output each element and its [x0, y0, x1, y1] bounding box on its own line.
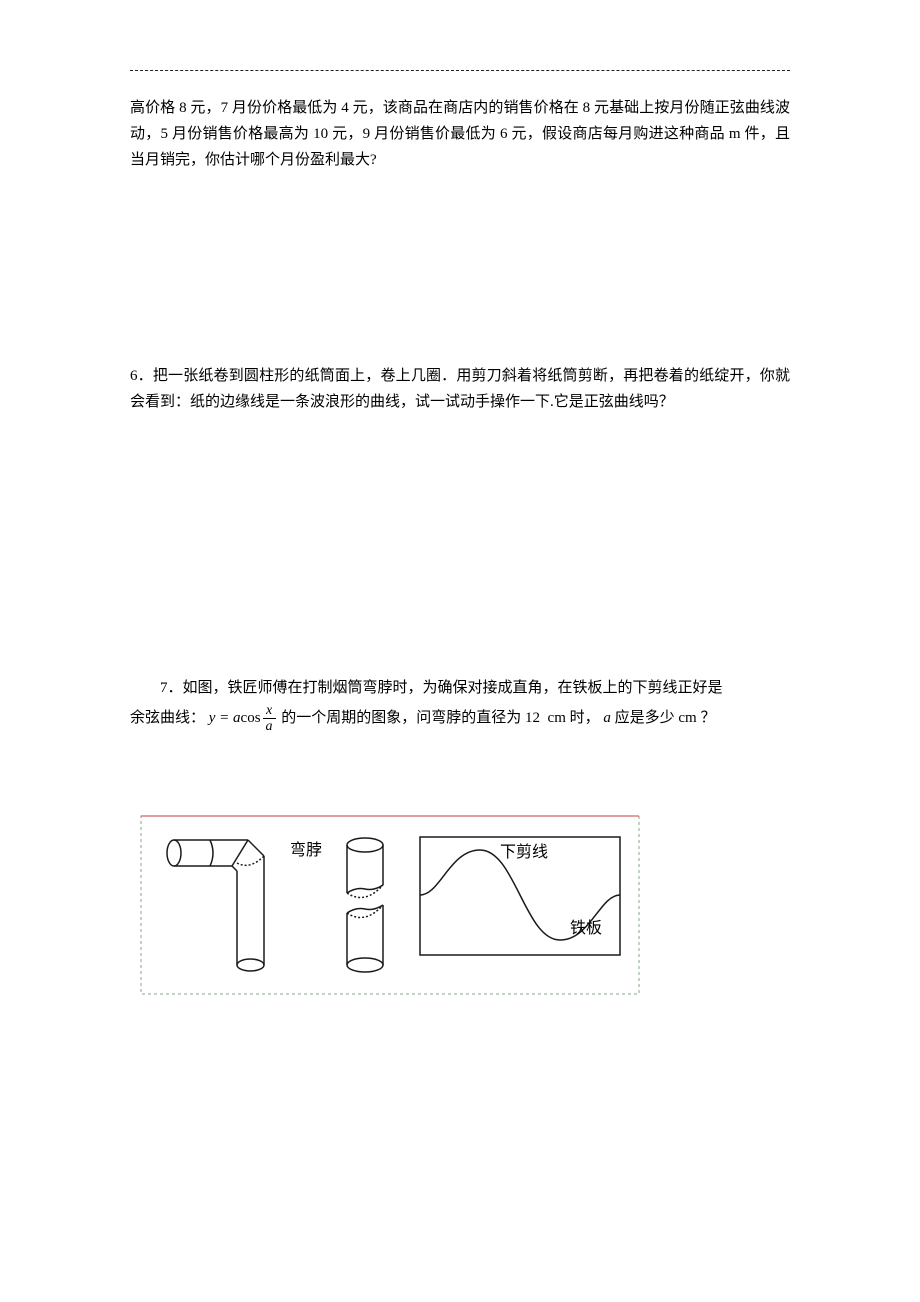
top-divider: [130, 70, 790, 71]
question-7-line1: 7．如图，铁匠师傅在打制烟筒弯脖时，为确保对接成直角，在铁板上的下剪线正好是: [130, 675, 790, 701]
cylinders-icon: [347, 838, 383, 972]
plate-label: 铁板: [570, 919, 602, 937]
question-7-label: 7．: [160, 680, 183, 696]
formula-y-eq-acos: y = acosxa: [209, 710, 282, 726]
question-6-body: 6．把一张纸卷到圆柱形的纸筒面上，卷上几圈．用剪刀斜着将纸筒剪断，再把卷着的纸绽…: [130, 368, 790, 410]
question-5-continuation: 高价格 8 元，7 月份价格最低为 4 元，该商品在商店内的销售价格在 8 元基…: [130, 95, 790, 173]
cutline-label: 下剪线: [500, 843, 548, 861]
question-6-label: 6．: [130, 368, 153, 384]
bent-pipe-icon: [167, 840, 264, 971]
question-7-figure: 弯脖 下剪线: [140, 815, 790, 1000]
page: 高价格 8 元，7 月份价格最低为 4 元，该商品在商店内的销售价格在 8 元基…: [0, 0, 920, 1302]
pipe-bend-diagram: 弯脖 下剪线: [140, 815, 640, 995]
question-7-line2: 余弦曲线： y = acosxa 的一个周期的图象，问弯脖的直径为 12 cm …: [130, 701, 790, 735]
bend-label: 弯脖: [290, 841, 322, 859]
question-6: 6．把一张纸卷到圆柱形的纸筒面上，卷上几圈．用剪刀斜着将纸筒剪断，再把卷着的纸绽…: [130, 363, 790, 415]
question-7: 7．如图，铁匠师傅在打制烟筒弯脖时，为确保对接成直角，在铁板上的下剪线正好是 余…: [130, 675, 790, 735]
